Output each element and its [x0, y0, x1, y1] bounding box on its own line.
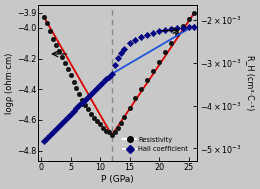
Y-axis label: logρ (ohm·cm): logρ (ohm·cm): [5, 52, 14, 114]
Legend: Resistivity, Hall coefficient: Resistivity, Hall coefficient: [120, 134, 191, 155]
Y-axis label: R_H (cm³·C⁻¹): R_H (cm³·C⁻¹): [246, 55, 255, 111]
X-axis label: P (GPa): P (GPa): [101, 175, 134, 184]
